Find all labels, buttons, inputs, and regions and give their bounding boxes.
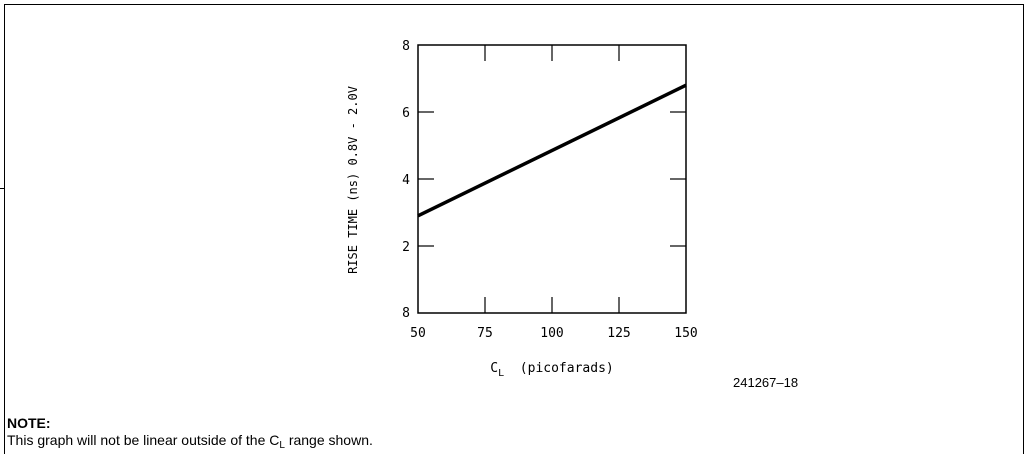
x-axis-label-units: (picofarads) [520,361,614,376]
y-tick-label-bottom: 8 [402,306,410,321]
x-axis-label-main: C [490,361,498,376]
x-axis-label: CL (picofarads) [490,361,613,379]
rise-time-chart: 50 75 100 125 150 8 2 4 6 8 RISE TIME (n… [346,39,698,379]
y-tick-label-6: 6 [402,106,410,121]
note-text-after: range shown. [284,432,373,448]
x-tick-label-50: 50 [410,326,426,341]
y-tick-label-4: 4 [402,173,410,188]
note-text: This graph will not be linear outside of… [7,432,373,451]
y-tick-label-8: 8 [402,39,410,54]
tick-marks [418,45,686,313]
plot-border [417,44,687,314]
x-axis-label-spacer [504,361,520,376]
series-line [417,83,687,218]
x-tick-label-125: 125 [607,326,630,341]
frame-edge-mark [0,188,5,189]
note-text-subscript: L [279,440,285,451]
plot-area [417,44,687,314]
y-tick-label-2: 2 [402,240,410,255]
x-tick-label-150: 150 [674,326,697,341]
x-tick-label-75: 75 [477,326,493,341]
x-axis-label-subscript: L [498,368,504,379]
y-axis-label: RISE TIME (ns) 0.8V - 2.0V [346,86,360,274]
x-tick-labels: 50 75 100 125 150 [410,326,698,341]
note-text-before: This graph will not be linear outside of… [7,432,280,448]
figure-frame [4,4,1024,454]
figure-id: 241267–18 [733,375,799,390]
x-tick-label-100: 100 [540,326,563,341]
y-tick-labels: 8 2 4 6 8 [402,39,410,321]
note-title: NOTE: [7,415,51,431]
